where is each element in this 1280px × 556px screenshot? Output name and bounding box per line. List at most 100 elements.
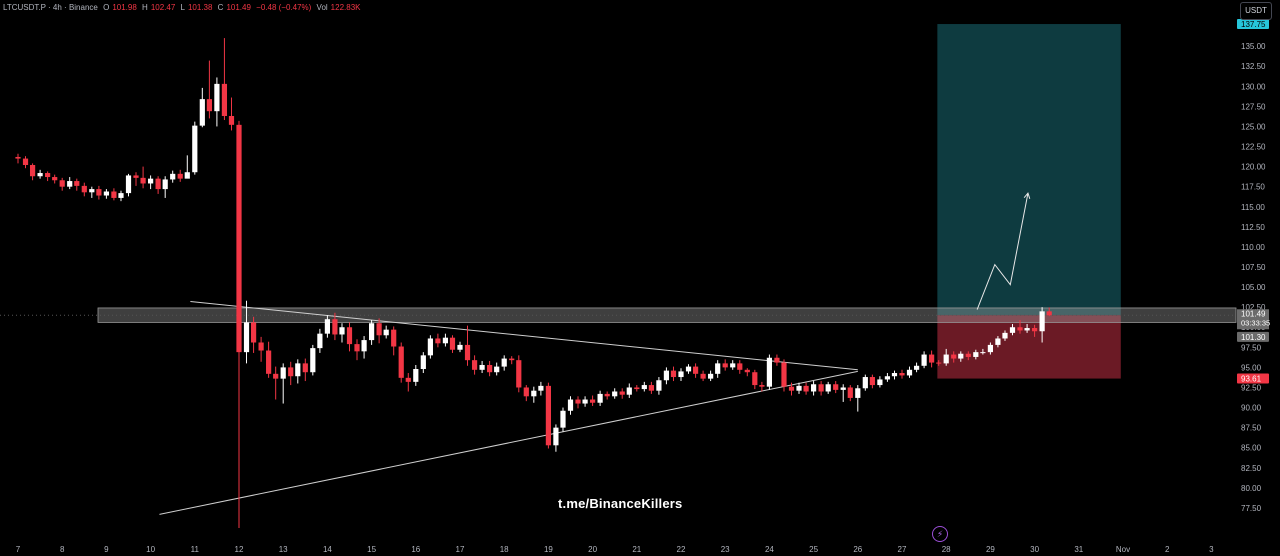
candle-body-117 bbox=[877, 379, 883, 386]
open-key: O bbox=[103, 3, 110, 12]
projection-path bbox=[976, 193, 1029, 310]
candle-body-1 bbox=[22, 158, 29, 165]
low-key: L bbox=[180, 3, 185, 12]
y-tick-label-13: 110.00 bbox=[1241, 243, 1265, 252]
x-tick-label-12: 19 bbox=[544, 545, 553, 554]
candle-body-109 bbox=[818, 384, 824, 392]
candle-body-7 bbox=[67, 181, 73, 187]
x-tick-label-18: 25 bbox=[809, 545, 818, 554]
target-zone bbox=[937, 24, 1121, 316]
y-tick-label-3: 85.00 bbox=[1241, 444, 1262, 453]
candle-body-86 bbox=[648, 385, 654, 391]
candle-body-34 bbox=[266, 350, 272, 374]
candle-body-123 bbox=[921, 354, 927, 366]
x-tick-label-8: 15 bbox=[367, 545, 376, 554]
candle-body-20 bbox=[162, 179, 168, 190]
candle-body-134 bbox=[1002, 332, 1008, 339]
x-tick-label-7: 14 bbox=[323, 545, 332, 554]
candle-body-25 bbox=[199, 99, 205, 126]
y-tick-label-18: 122.50 bbox=[1241, 143, 1266, 152]
candle-body-70 bbox=[531, 390, 537, 397]
y-tick-label-4: 87.50 bbox=[1241, 424, 1262, 433]
candle-body-91 bbox=[685, 366, 692, 372]
candle-body-139 bbox=[1039, 311, 1045, 332]
candle-body-137 bbox=[1024, 328, 1030, 331]
triangle-lower-line bbox=[159, 370, 858, 515]
x-tick-label-27: 3 bbox=[1209, 545, 1214, 554]
candle-body-108 bbox=[811, 384, 817, 392]
candle-body-121 bbox=[906, 369, 913, 376]
candle-body-40 bbox=[310, 348, 316, 373]
candle-body-100 bbox=[752, 372, 758, 386]
candle-body-55 bbox=[420, 355, 426, 370]
candle-body-0 bbox=[15, 156, 21, 159]
y-tick-label-10: 102.50 bbox=[1241, 303, 1266, 312]
support-price-label-bg bbox=[1237, 331, 1269, 342]
candle-body-107 bbox=[803, 385, 809, 392]
current-price-box bbox=[1237, 309, 1269, 330]
candle-body-99 bbox=[744, 369, 750, 373]
candle-body-50 bbox=[383, 329, 389, 336]
x-tick-label-20: 27 bbox=[898, 545, 907, 554]
y-tick-label-6: 92.50 bbox=[1241, 383, 1262, 392]
x-tick-label-0: 7 bbox=[16, 545, 21, 554]
x-tick-label-1: 8 bbox=[60, 545, 65, 554]
y-tick-label-1: 80.00 bbox=[1241, 484, 1262, 493]
candle-body-131 bbox=[980, 352, 986, 354]
candle-body-45 bbox=[346, 327, 353, 345]
lightning-icon[interactable]: ⚡ bbox=[932, 526, 948, 542]
candle-body-3 bbox=[37, 173, 43, 177]
vol-key: Vol bbox=[316, 3, 328, 12]
candle-body-22 bbox=[177, 173, 183, 179]
candle-body-74 bbox=[560, 410, 566, 428]
candle-body-90 bbox=[678, 371, 684, 378]
stop-price-label-bg bbox=[1237, 373, 1269, 384]
stop-zone bbox=[937, 315, 1121, 379]
candle-body-24 bbox=[192, 125, 198, 173]
x-tick-label-25: Nov bbox=[1116, 545, 1130, 554]
candle-body-52 bbox=[398, 346, 404, 378]
candle-body-8 bbox=[74, 181, 80, 186]
candle-body-135 bbox=[1009, 327, 1016, 333]
candle-body-4 bbox=[45, 173, 51, 178]
open-value: 101.98 bbox=[112, 3, 137, 12]
symbol-name: LTCUSDT.P · 4h · Binance bbox=[3, 3, 98, 12]
candle-body-61 bbox=[464, 344, 471, 361]
volume-value: 122.83K bbox=[330, 3, 361, 12]
candle-body-27 bbox=[214, 83, 220, 112]
x-tick-label-9: 16 bbox=[411, 545, 420, 554]
candle-body-62 bbox=[471, 360, 478, 370]
candle-body-28 bbox=[221, 83, 228, 117]
candle-body-46 bbox=[354, 344, 360, 352]
y-tick-label-16: 117.50 bbox=[1241, 183, 1265, 192]
candle-body-32 bbox=[250, 322, 257, 343]
candle-body-125 bbox=[936, 362, 942, 364]
y-tick-label-11: 105.00 bbox=[1241, 283, 1266, 292]
candle-body-81 bbox=[612, 391, 618, 397]
candle-body-105 bbox=[788, 386, 795, 391]
change-value: −0.48 (−0.47%) bbox=[256, 3, 312, 12]
candle-body-2 bbox=[29, 164, 36, 177]
candle-body-130 bbox=[973, 352, 979, 357]
y-tick-label-15: 115.00 bbox=[1241, 203, 1265, 212]
triangle-upper-line bbox=[190, 301, 858, 371]
x-tick-label-17: 24 bbox=[765, 545, 774, 554]
candle-body-132 bbox=[987, 344, 993, 353]
candle-body-37 bbox=[288, 367, 294, 377]
candle-body-44 bbox=[339, 327, 345, 335]
candle-body-85 bbox=[641, 385, 647, 390]
candle-body-140 bbox=[1046, 311, 1052, 316]
candle-body-65 bbox=[494, 366, 500, 373]
candle-body-138 bbox=[1032, 328, 1038, 332]
candle-body-118 bbox=[884, 376, 891, 380]
candle-body-53 bbox=[405, 377, 411, 382]
currency-button[interactable]: USDT bbox=[1240, 2, 1272, 20]
resistance-zone bbox=[97, 307, 1237, 323]
x-tick-label-16: 23 bbox=[721, 545, 730, 554]
y-tick-label-2: 82.50 bbox=[1241, 464, 1262, 473]
candle-body-92 bbox=[692, 366, 699, 374]
candle-body-122 bbox=[913, 365, 920, 370]
x-tick-label-26: 2 bbox=[1165, 545, 1170, 554]
y-tick-label-12: 107.50 bbox=[1241, 263, 1266, 272]
